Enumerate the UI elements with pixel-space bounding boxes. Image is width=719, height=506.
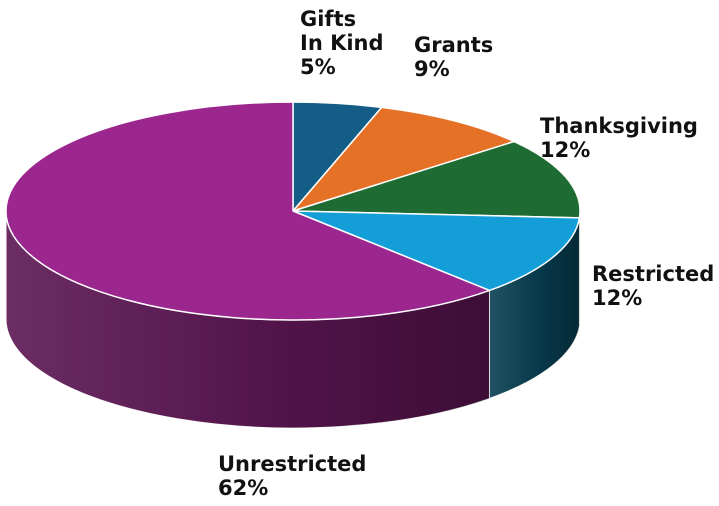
- slice-name: Thanksgiving: [540, 114, 698, 138]
- slice-name: Gifts: [300, 7, 356, 31]
- slice-name: Grants: [414, 33, 493, 57]
- pie-slice-unrestricted: [5, 101, 491, 321]
- slice-label-restricted: Restricted 12%: [592, 262, 714, 310]
- pie-side-layer: [5, 210, 581, 429]
- slice-label-grants: Grants 9%: [414, 33, 493, 81]
- slice-percent: 62%: [218, 476, 268, 500]
- pie-slice-thanksgiving: [292, 140, 581, 219]
- pie-side-shade: [6, 211, 490, 428]
- slice-label-thanksgiving: Thanksgiving 12%: [540, 114, 698, 162]
- pie-slice-grants: [292, 106, 515, 212]
- slice-percent: 9%: [414, 57, 450, 81]
- pie-top-layer: [5, 101, 581, 321]
- slice-percent: 12%: [592, 286, 642, 310]
- slice-name: In Kind: [300, 31, 384, 55]
- slice-name: Restricted: [592, 262, 714, 286]
- slice-label-gifts-in-kind: Gifts In Kind 5%: [300, 7, 384, 79]
- pie-side-shade: [489, 217, 580, 399]
- slice-percent: 5%: [300, 55, 336, 79]
- pie-slice-restricted: [292, 210, 581, 292]
- slice-name: Unrestricted: [218, 452, 366, 476]
- slice-label-unrestricted: Unrestricted 62%: [218, 452, 366, 500]
- slice-percent: 12%: [540, 138, 590, 162]
- pie-label-layer: Gifts In Kind 5%Grants 9%Thanksgiving 12%Res…: [218, 7, 714, 500]
